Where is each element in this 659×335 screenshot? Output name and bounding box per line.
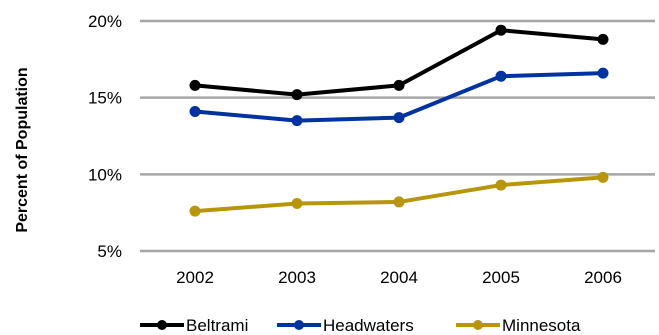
x-tick-label: 2005 — [482, 268, 520, 287]
data-point — [189, 79, 201, 91]
series-minnesota — [189, 171, 609, 217]
legend: Beltrami Headwaters Minnesota — [140, 316, 581, 335]
data-point — [189, 105, 201, 117]
data-point — [495, 179, 507, 191]
data-point — [393, 196, 405, 208]
y-axis-title: Percent of Population — [14, 67, 31, 232]
legend-label: Minnesota — [502, 316, 581, 335]
legend-marker — [294, 320, 304, 330]
x-axis-ticks: 2002 2003 2004 2005 2006 — [176, 268, 622, 287]
legend-marker — [157, 320, 167, 330]
x-tick-label: 2006 — [584, 268, 622, 287]
legend-item-headwaters: Headwaters — [277, 316, 414, 335]
series-beltrami — [189, 24, 609, 101]
data-point — [495, 70, 507, 82]
series-lines — [189, 24, 609, 217]
legend-label: Headwaters — [323, 316, 414, 335]
data-point — [291, 197, 303, 209]
legend-item-beltrami: Beltrami — [140, 316, 248, 335]
legend-label: Beltrami — [186, 316, 248, 335]
data-point — [597, 171, 609, 183]
legend-marker — [473, 320, 483, 330]
legend-item-minnesota: Minnesota — [456, 316, 581, 335]
data-point — [495, 24, 507, 36]
y-tick-label: 15% — [88, 89, 122, 108]
x-tick-label: 2002 — [176, 268, 214, 287]
y-axis-ticks: 5% 10% 15% 20% — [88, 12, 122, 261]
y-tick-label: 5% — [97, 242, 122, 261]
data-point — [291, 115, 303, 127]
gridlines — [140, 19, 655, 253]
data-point — [393, 112, 405, 124]
y-tick-label: 10% — [88, 165, 122, 184]
data-point — [393, 79, 405, 91]
x-tick-label: 2003 — [278, 268, 316, 287]
data-point — [189, 205, 201, 217]
data-point — [597, 67, 609, 79]
y-tick-label: 20% — [88, 12, 122, 31]
series-headwaters — [189, 67, 609, 127]
x-tick-label: 2004 — [380, 268, 418, 287]
data-point — [291, 89, 303, 101]
data-point — [597, 33, 609, 45]
